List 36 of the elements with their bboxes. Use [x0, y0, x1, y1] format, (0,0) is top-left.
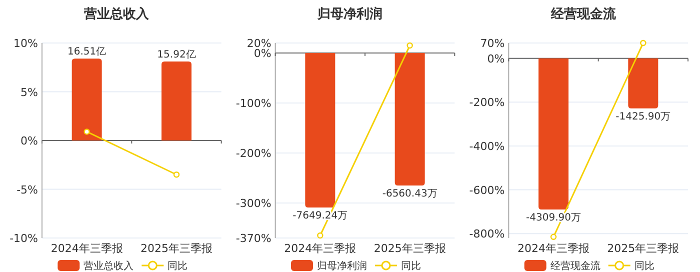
x-tick-label: 2025年三季报: [140, 242, 212, 255]
y-tick-label: -200%: [236, 147, 272, 160]
x-tick-label: 2024年三季报: [284, 242, 356, 255]
data-label: -6560.43万: [382, 188, 438, 200]
y-tick-label: -100%: [236, 97, 272, 110]
y-tick-label: -370%: [236, 232, 272, 245]
y-tick-label: 0%: [254, 47, 272, 60]
y-tick-label: -5%: [16, 183, 38, 196]
y-tick-label: 0%: [487, 52, 505, 66]
chart-title: 经营现金流: [550, 6, 617, 22]
legend-label: 经营现金流: [550, 260, 600, 272]
legend-label: 营业总收入: [84, 260, 134, 272]
x-tick-label: 2024年三季报: [518, 242, 590, 255]
y-tick-label: 20%: [246, 37, 272, 50]
y-tick-label: -10%: [10, 232, 38, 245]
legend-label: 同比: [168, 260, 188, 272]
y-tick-label: -200%: [469, 96, 505, 110]
y-tick-label: 70%: [480, 37, 505, 50]
legend-label: 归母净利润: [317, 260, 367, 272]
legend-label: 同比: [634, 260, 654, 272]
data-label: -1425.90万: [616, 111, 671, 122]
y-tick-label: -800%: [469, 228, 505, 241]
y-tick-label: -600%: [469, 184, 505, 197]
y-tick-label: 0%: [20, 134, 38, 148]
legend-label: 同比: [401, 260, 421, 272]
y-tick-label: -400%: [469, 140, 505, 153]
y-tick-label: 5%: [20, 86, 38, 99]
y-tick-label: -300%: [236, 197, 272, 210]
data-label: 15.92亿: [157, 50, 196, 61]
x-tick-label: 2024年三季报: [50, 242, 123, 255]
x-tick-label: 2025年三季报: [607, 242, 680, 255]
y-tick-label: 10%: [14, 37, 38, 50]
chart-title: 营业总收入: [83, 6, 150, 22]
x-tick-label: 2025年三季报: [374, 242, 446, 255]
data-label: 16.51亿: [68, 46, 106, 58]
chart-title: 归母净利润: [316, 6, 382, 22]
